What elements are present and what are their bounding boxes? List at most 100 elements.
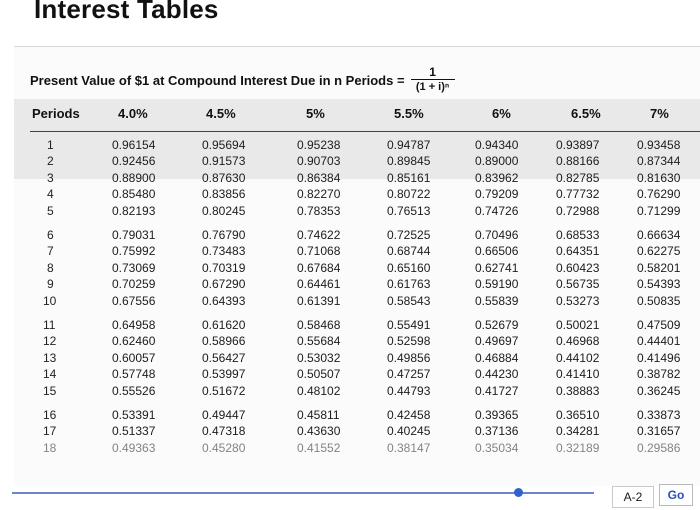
period-number: 15 xyxy=(43,383,57,398)
present-value-cell: 0.54393 xyxy=(637,277,681,292)
present-value-cell: 0.53273 xyxy=(556,293,600,308)
page-progress-track[interactable] xyxy=(12,492,594,494)
present-value-cell: 0.61620 xyxy=(202,318,246,332)
present-value-cell: 0.89845 xyxy=(387,154,431,169)
present-value-cell: 0.46968 xyxy=(556,334,600,349)
present-value-cell: 0.82270 xyxy=(297,187,341,202)
present-value-cell: 0.55526 xyxy=(112,383,156,398)
present-value-cell: 0.43630 xyxy=(297,424,341,439)
present-value-cell: 0.36510 xyxy=(556,408,600,422)
present-value-cell: 0.68744 xyxy=(387,244,431,259)
present-value-cell: 0.64958 xyxy=(112,318,156,332)
column-header-rate: 6% xyxy=(492,106,511,121)
column-header-rate: 5.5% xyxy=(394,106,424,121)
present-value-cell: 0.29586 xyxy=(637,440,681,455)
present-value-cell: 0.50507 xyxy=(297,367,341,382)
fraction-bar xyxy=(410,79,455,80)
present-value-cell: 0.50021 xyxy=(556,318,600,332)
present-value-cell: 0.74622 xyxy=(297,228,341,242)
column-header-rate: 4.0% xyxy=(118,106,148,121)
present-value-cell: 0.53032 xyxy=(297,350,341,365)
present-value-cell: 0.37136 xyxy=(475,424,519,439)
present-value-cell: 0.33873 xyxy=(637,408,681,422)
present-value-cell: 0.31657 xyxy=(637,424,681,439)
present-value-cell: 0.41410 xyxy=(556,367,600,382)
present-value-cell: 0.58543 xyxy=(387,293,431,308)
present-value-cell: 0.67684 xyxy=(297,260,341,275)
page-title: Interest Tables xyxy=(34,0,219,24)
formula-fraction: 1 (1 + i)ⁿ xyxy=(410,65,455,95)
present-value-cell: 0.75992 xyxy=(112,244,156,259)
table-header-band xyxy=(14,99,700,179)
present-value-cell: 0.94787 xyxy=(387,138,431,152)
period-number: 12 xyxy=(43,334,57,349)
present-value-cell: 0.93897 xyxy=(556,138,600,152)
present-value-cell: 0.67290 xyxy=(202,277,246,292)
period-number: 1 xyxy=(47,138,54,152)
period-number: 17 xyxy=(43,424,57,439)
present-value-cell: 0.46884 xyxy=(475,350,519,365)
period-number: 3 xyxy=(47,170,54,185)
present-value-cell: 0.44102 xyxy=(556,350,600,365)
present-value-cell: 0.76790 xyxy=(202,228,246,242)
formula-denominator: (1 + i)ⁿ xyxy=(415,81,450,93)
present-value-cell: 0.70496 xyxy=(475,228,519,242)
present-value-cell: 0.32189 xyxy=(556,440,600,455)
present-value-cell: 0.50835 xyxy=(637,293,681,308)
present-value-cell: 0.66506 xyxy=(475,244,519,259)
present-value-cell: 0.82193 xyxy=(112,203,156,218)
present-value-cell: 0.80245 xyxy=(202,203,246,218)
period-number: 4 xyxy=(47,187,54,202)
present-value-cell: 0.78353 xyxy=(297,203,341,218)
period-number: 18 xyxy=(43,440,57,455)
present-value-cell: 0.95238 xyxy=(297,138,341,152)
present-value-cell: 0.83856 xyxy=(202,187,246,202)
present-value-cell: 0.55491 xyxy=(387,318,431,332)
present-value-cell: 0.40245 xyxy=(387,424,431,439)
present-value-cell: 0.56427 xyxy=(202,350,246,365)
period-number: 9 xyxy=(47,277,54,292)
present-value-cell: 0.83962 xyxy=(475,170,519,185)
present-value-cell: 0.86384 xyxy=(297,170,341,185)
present-value-cell: 0.51337 xyxy=(112,424,156,439)
present-value-cell: 0.34281 xyxy=(556,424,600,439)
present-value-cell: 0.88166 xyxy=(556,154,600,169)
present-value-cell: 0.74726 xyxy=(475,203,519,218)
present-value-cell: 0.82785 xyxy=(556,170,600,185)
column-header-rate: 7% xyxy=(650,106,669,121)
present-value-cell: 0.51672 xyxy=(202,383,246,398)
period-number: 2 xyxy=(47,154,54,169)
present-value-cell: 0.39365 xyxy=(475,408,519,422)
present-value-cell: 0.76513 xyxy=(387,203,431,218)
period-number: 5 xyxy=(47,203,54,218)
present-value-cell: 0.90703 xyxy=(297,154,341,169)
period-number: 11 xyxy=(43,318,56,332)
present-value-cell: 0.85480 xyxy=(112,187,156,202)
present-value-cell: 0.52598 xyxy=(387,334,431,349)
present-value-cell: 0.47257 xyxy=(387,367,431,382)
present-value-cell: 0.71299 xyxy=(637,203,681,218)
period-number: 7 xyxy=(47,244,54,259)
table-title-text: Present Value of $1 at Compound Interest… xyxy=(30,72,405,88)
interest-table-panel: Present Value of $1 at Compound Interest… xyxy=(14,46,700,487)
present-value-cell: 0.87344 xyxy=(637,154,681,169)
present-value-cell: 0.61391 xyxy=(297,293,341,308)
present-value-cell: 0.38782 xyxy=(637,367,681,382)
present-value-cell: 0.52679 xyxy=(475,318,519,332)
present-value-cell: 0.58468 xyxy=(297,318,341,332)
present-value-cell: 0.61763 xyxy=(387,277,431,292)
present-value-cell: 0.66634 xyxy=(637,228,681,242)
page-number-field[interactable]: A-2 xyxy=(612,486,654,508)
page-progress-handle[interactable] xyxy=(513,488,523,497)
present-value-cell: 0.88900 xyxy=(112,170,156,185)
present-value-cell: 0.72525 xyxy=(387,228,431,242)
navigation-bar xyxy=(0,486,700,510)
period-number: 8 xyxy=(47,260,54,275)
go-button[interactable]: Go xyxy=(659,484,693,506)
present-value-cell: 0.41496 xyxy=(637,350,681,365)
present-value-cell: 0.64393 xyxy=(202,293,246,308)
present-value-cell: 0.44793 xyxy=(387,383,431,398)
present-value-cell: 0.64461 xyxy=(297,277,341,292)
present-value-cell: 0.44401 xyxy=(637,334,681,349)
present-value-cell: 0.62460 xyxy=(112,334,156,349)
